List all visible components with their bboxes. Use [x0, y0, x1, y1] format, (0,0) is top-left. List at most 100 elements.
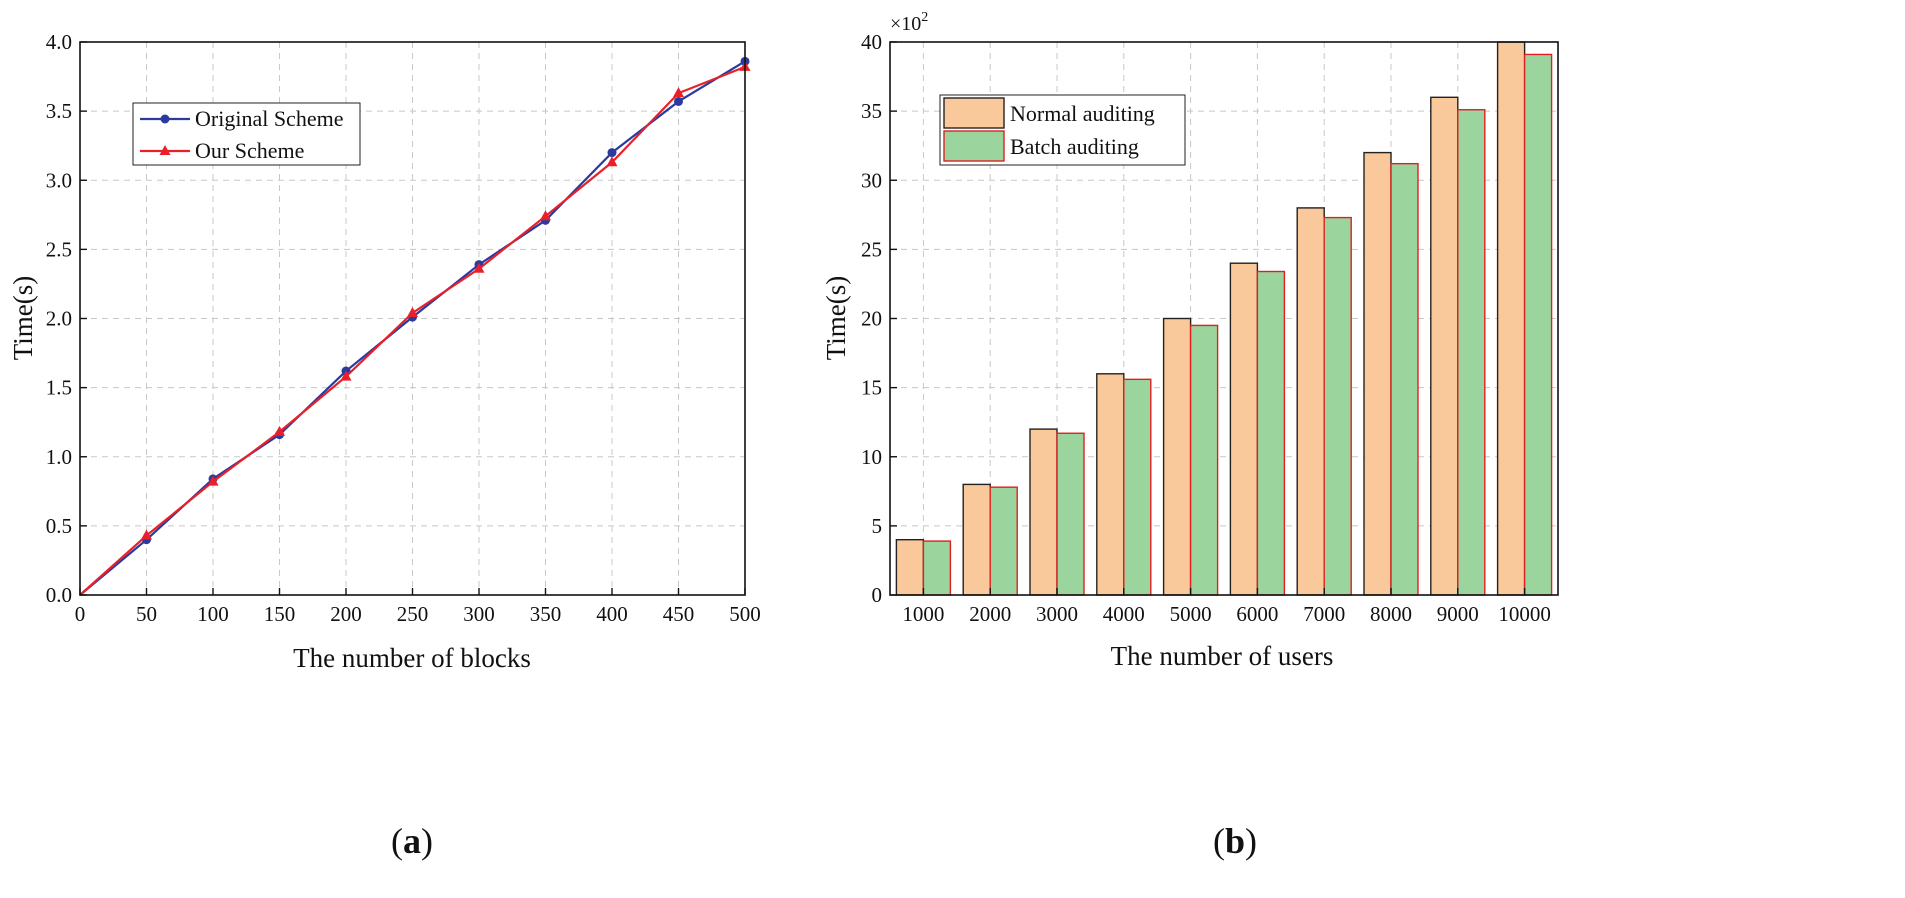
chart-b-xtick-label: 7000 [1303, 602, 1345, 626]
chart-a-point-1 [606, 156, 618, 167]
panel-letter-a: a [403, 821, 421, 861]
chart-b-ytick-label: 40 [861, 30, 882, 54]
chart-b-bar-batch [989, 486, 1018, 596]
chart-a-legend: Original Scheme Our Scheme [132, 102, 361, 166]
chart-a-xtick-label: 300 [463, 602, 495, 626]
chart-b-bar-batch [922, 540, 952, 596]
panel-letter-b: b [1225, 821, 1245, 861]
chart-b-ytick-label: 30 [861, 168, 882, 192]
chart-b-ytick-label: 0 [872, 583, 883, 607]
chart-a-point-0 [674, 96, 683, 106]
chart-b-ytick-label: 5 [872, 514, 883, 538]
chart-b-bar-batch [1056, 432, 1085, 596]
chart-a-ylabel: Time(s) [8, 276, 38, 361]
chart-b-legend-swatch-1 [943, 130, 1005, 162]
chart-b-bar-batch [1256, 270, 1286, 596]
chart-a: 0 50 100 150 200 250 300 350 400 450 500 0.0 0.5 1.0 1… [8, 30, 761, 861]
chart-b-xlabel: The number of users [1111, 641, 1334, 671]
chart-a-xtick-label: 0 [75, 602, 86, 626]
chart-b-xtick-label: 1000 [902, 602, 944, 626]
chart-a-point-1 [340, 370, 352, 381]
chart-b-xtick-label: 5000 [1170, 602, 1212, 626]
chart-b-legend-label-0: Normal auditing [1010, 101, 1155, 126]
chart-b-bar-normal [1363, 151, 1392, 596]
chart-a-ytick-label: 2.0 [46, 307, 72, 331]
chart-b-ytick-label: 15 [861, 376, 882, 400]
chart-b-bar-normal [1096, 373, 1125, 596]
panel-label-b: (b) [1213, 821, 1257, 861]
chart-b-bar-normal [1029, 428, 1058, 596]
chart-b-bars [895, 41, 1553, 596]
chart-a-legend-marker-0 [160, 114, 170, 124]
chart-a-point-1 [141, 529, 152, 540]
chart-a-point-1 [473, 262, 485, 273]
chart-b-bar-normal [962, 483, 991, 596]
chart-b-ytick-label: 20 [861, 307, 882, 331]
chart-a-xtick-label: 150 [264, 602, 296, 626]
chart-a-point-0 [607, 148, 617, 158]
chart-b-yscale-exp: 2 [921, 10, 928, 25]
chart-b-yscale-base: ×10 [890, 13, 921, 35]
chart-a-legend-label-1: Our Scheme [195, 138, 304, 163]
chart-b-yscale: ×102 [890, 10, 928, 35]
chart-b-xtick-label: 9000 [1437, 602, 1479, 626]
chart-b-xtick-label: 4000 [1103, 602, 1145, 626]
chart-a-xtick-label: 200 [330, 602, 362, 626]
chart-a-series [79, 56, 751, 596]
chart-a-xtick-label: 400 [596, 602, 628, 626]
chart-b-ytick-label: 35 [861, 99, 882, 123]
chart-b-bar-batch [1390, 162, 1419, 596]
chart-a-ytick-label: 3.5 [46, 99, 72, 123]
chart-a-xtick-label: 500 [729, 602, 761, 626]
chart-b-bar-normal [895, 539, 925, 596]
chart-b-ylabel: Time(s) [821, 276, 851, 361]
chart-a-point-1 [207, 475, 219, 486]
chart-a-ytick-label: 4.0 [46, 30, 72, 54]
chart-b-ytick-label: 10 [861, 445, 882, 469]
chart-a-ytick-label: 1.0 [46, 445, 72, 469]
chart-b-xtick-label: 6000 [1236, 602, 1278, 626]
chart-a-ytick-label: 0.5 [46, 514, 72, 538]
chart-b-bar-normal [1430, 96, 1459, 596]
chart-a-ytick-label: 2.5 [46, 237, 72, 261]
chart-b: 0 5 10 15 20 25 30 35 40 1000 2000 3000 4000 5000 6000… [821, 10, 1559, 861]
chart-b-xtick-label: 8000 [1370, 602, 1412, 626]
chart-b-legend-swatch-0 [943, 97, 1005, 129]
chart-a-point-1 [540, 210, 551, 221]
chart-a-legend-marker-1 [159, 145, 171, 155]
chart-b-xtick-label: 10000 [1498, 602, 1551, 626]
chart-b-legend-label-1: Batch auditing [1010, 134, 1139, 159]
chart-b-bar-batch [1523, 53, 1553, 596]
chart-b-bar-batch [1189, 324, 1219, 596]
chart-b-ticks: 0 5 10 15 20 25 30 35 40 1000 2000 3000 4000 5000 6000… [861, 30, 1551, 626]
chart-b-ytick-label: 25 [861, 237, 882, 261]
chart-b-xtick-label: 3000 [1036, 602, 1078, 626]
chart-a-xtick-label: 450 [663, 602, 695, 626]
chart-b-bar-normal [1229, 262, 1259, 596]
chart-a-point-1 [407, 306, 418, 317]
panel-label-a: (a) [391, 821, 433, 861]
chart-a-xtick-label: 250 [397, 602, 429, 626]
chart-a-legend-label-0: Original Scheme [195, 106, 343, 131]
chart-a-xtick-label: 50 [136, 602, 157, 626]
chart-a-ytick-label: 1.5 [46, 376, 72, 400]
chart-a-xtick-label: 100 [197, 602, 229, 626]
chart-a-ticks: 0 50 100 150 200 250 300 350 400 450 500 0.0 0.5 1.0 1… [46, 30, 761, 626]
chart-b-legend: Normal auditing Batch auditing [939, 94, 1186, 166]
chart-b-bar-normal [1296, 207, 1325, 596]
chart-a-ytick-label: 3.0 [46, 168, 72, 192]
chart-a-point-1 [673, 87, 684, 98]
chart-a-xlabel: The number of blocks [293, 643, 531, 673]
chart-b-bar-normal [1162, 317, 1192, 596]
chart-a-ytick-label: 0.0 [46, 583, 72, 607]
chart-b-xtick-label: 2000 [969, 602, 1011, 626]
chart-a-point-1 [274, 425, 285, 436]
chart-b-bar-batch [1323, 216, 1352, 596]
chart-b-bar-normal [1496, 41, 1526, 596]
chart-a-legend-box [132, 102, 361, 166]
chart-b-bar-batch [1123, 378, 1152, 596]
chart-b-bar-batch [1457, 109, 1486, 596]
chart-a-xtick-label: 350 [530, 602, 562, 626]
